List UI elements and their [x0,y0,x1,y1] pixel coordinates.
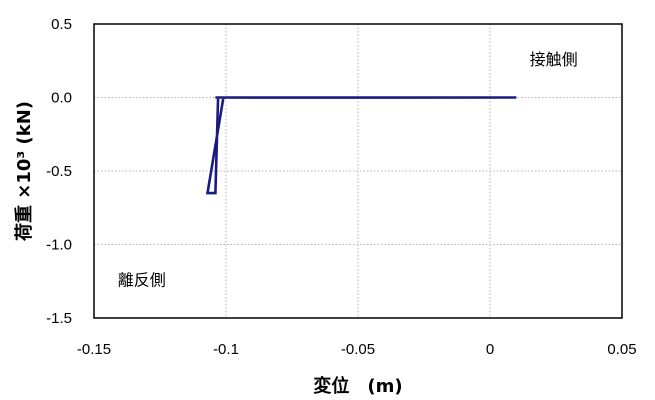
y-tick-label: -1.0 [46,237,72,254]
x-tick-label: 0.05 [607,341,636,358]
x-tick-labels: -0.15 -0.1 -0.05 0 0.05 [77,341,637,358]
annotation-separation-side: 離反側 [118,271,166,290]
plot-area-frame [93,23,623,319]
y-tick-label: -1.5 [46,310,72,327]
y-tick-label: 0.0 [51,90,72,107]
data-series [205,96,517,195]
x-tick-label: -0.15 [77,341,111,358]
x-tick-label: -0.1 [213,341,239,358]
y-axis-title: 荷重 ×10³ (kN) [13,101,35,241]
x-tick-label: -0.05 [341,341,375,358]
y-tick-labels: 0.5 0.0 -0.5 -1.0 -1.5 [46,16,72,327]
annotation-contact-side: 接触側 [530,50,578,69]
x-tick-label: 0 [486,341,494,358]
y-tick-label: 0.5 [51,16,72,33]
x-axis-title: 変位 (m) [313,375,402,397]
series-line [205,96,517,195]
y-tick-label: -0.5 [46,163,72,180]
